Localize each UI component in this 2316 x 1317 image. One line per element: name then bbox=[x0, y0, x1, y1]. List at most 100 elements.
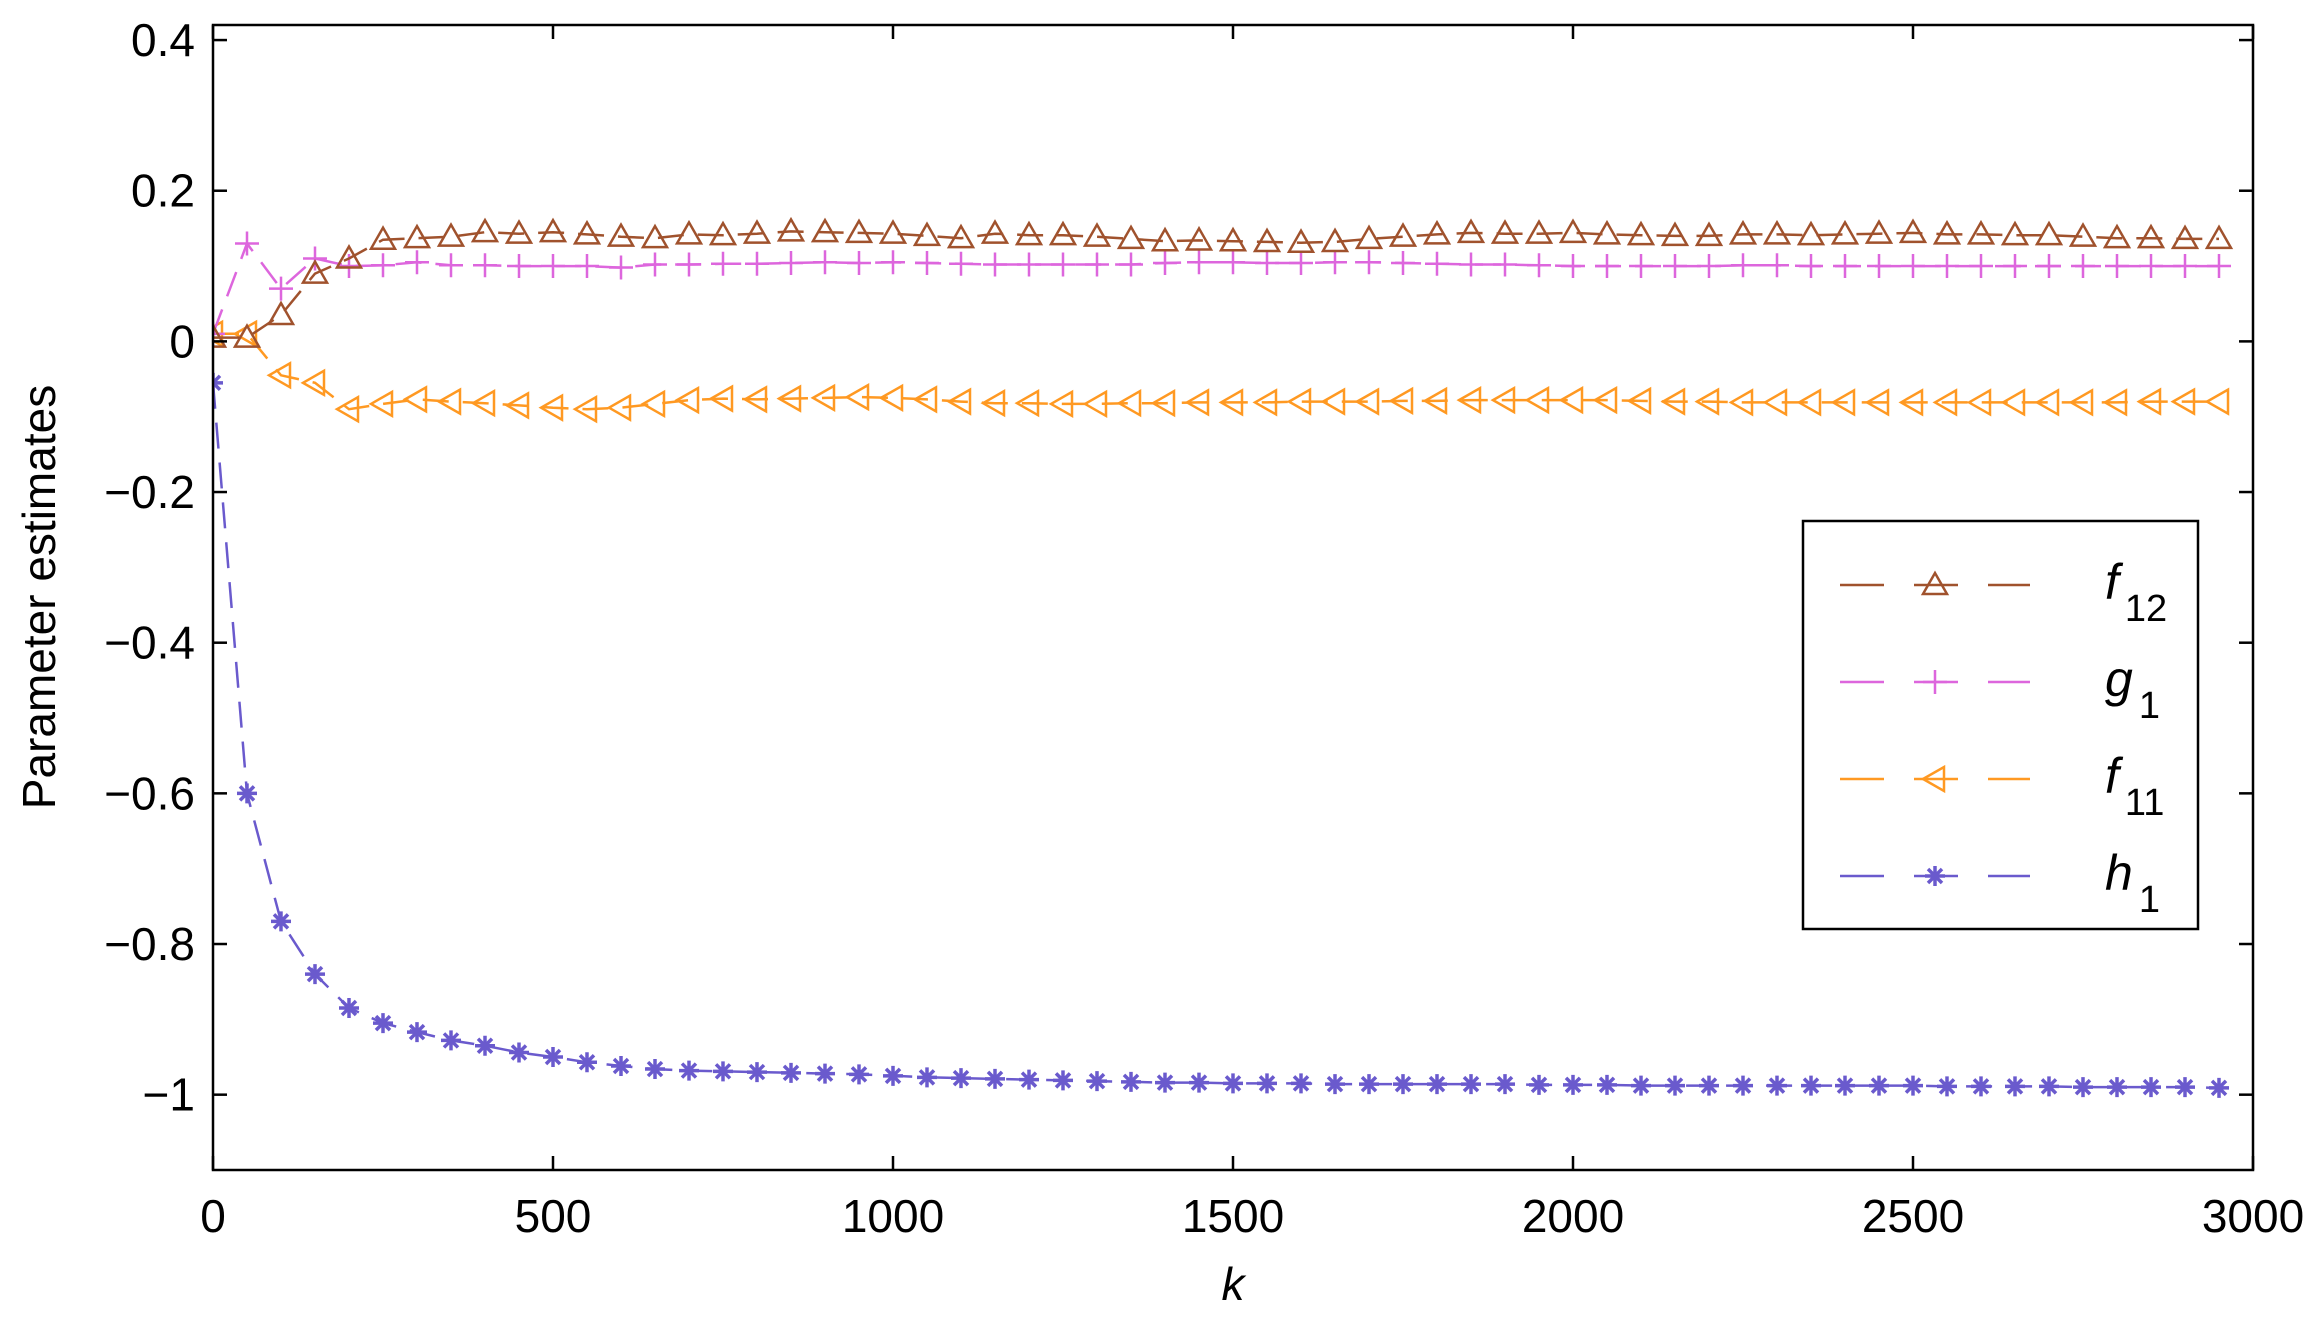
data-point-g1 bbox=[405, 250, 429, 275]
legend-box bbox=[1801, 519, 2200, 931]
data-point-f11 bbox=[1218, 388, 1244, 417]
data-point-f12 bbox=[2000, 220, 2030, 246]
series-f12 bbox=[213, 216, 2234, 348]
data-point-h1 bbox=[407, 1022, 427, 1043]
series-h1 bbox=[213, 372, 2229, 1098]
y-axis-label: Parameter estimates bbox=[13, 385, 65, 809]
data-point-f11 bbox=[2170, 387, 2196, 416]
data-point-f11 bbox=[810, 383, 836, 413]
x-tick-label: 500 bbox=[515, 1190, 592, 1242]
data-point-f12 bbox=[878, 219, 908, 244]
data-point-h1 bbox=[305, 964, 325, 985]
data-point-h1 bbox=[1903, 1075, 1923, 1096]
data-point-f12 bbox=[213, 323, 228, 348]
data-point-f12 bbox=[300, 259, 330, 284]
data-point-f11 bbox=[878, 383, 904, 413]
data-point-f12 bbox=[640, 223, 670, 249]
data-point-g1 bbox=[949, 251, 973, 276]
data-point-g1 bbox=[1119, 252, 1143, 277]
data-point-f11 bbox=[1558, 385, 1584, 415]
data-point-f12 bbox=[1320, 227, 1350, 253]
data-point-f11 bbox=[1728, 388, 1754, 417]
data-point-f11 bbox=[1456, 385, 1482, 415]
data-point-f11 bbox=[470, 388, 496, 418]
data-point-f11 bbox=[1490, 385, 1516, 415]
series-line-f11 bbox=[213, 332, 2219, 411]
data-point-f12 bbox=[1422, 219, 1452, 245]
data-point-f11 bbox=[1252, 388, 1278, 417]
data-point-h1 bbox=[1835, 1075, 1855, 1096]
y-tick-label: −0.8 bbox=[104, 918, 195, 970]
data-point-f12 bbox=[1592, 219, 1622, 245]
data-point-g1 bbox=[213, 321, 225, 346]
data-point-f12 bbox=[1932, 219, 1962, 245]
data-point-h1 bbox=[1223, 1073, 1243, 1094]
data-point-h1 bbox=[1631, 1075, 1651, 1096]
legend-marker bbox=[1925, 866, 1945, 886]
data-point-f12 bbox=[742, 219, 772, 244]
data-point-g1 bbox=[269, 276, 293, 301]
data-point-f11 bbox=[1388, 386, 1414, 416]
data-point-f11 bbox=[2034, 388, 2060, 417]
data-point-f12 bbox=[1660, 221, 1690, 247]
legend-entry-f11: f 11 bbox=[1840, 748, 2164, 824]
data-point-f11 bbox=[1626, 386, 1652, 416]
data-point-h1 bbox=[611, 1056, 631, 1077]
data-point-f12 bbox=[1456, 218, 1486, 244]
data-point-h1 bbox=[1291, 1073, 1311, 1094]
data-point-f12 bbox=[2170, 224, 2200, 250]
data-point-g1 bbox=[779, 251, 803, 276]
data-point-h1 bbox=[747, 1062, 767, 1083]
data-point-h1 bbox=[475, 1035, 495, 1056]
data-point-f11 bbox=[1762, 388, 1788, 417]
data-point-f12 bbox=[1762, 219, 1792, 245]
data-point-g1 bbox=[1187, 250, 1211, 275]
data-point-h1 bbox=[1971, 1076, 1991, 1097]
plot-frame bbox=[211, 23, 2255, 1172]
data-point-f12 bbox=[1796, 220, 1826, 246]
data-point-f11 bbox=[1592, 385, 1618, 415]
data-point-g1 bbox=[1425, 251, 1449, 276]
data-point-h1 bbox=[1087, 1071, 1107, 1092]
data-point-h1 bbox=[1053, 1070, 1073, 1091]
series-g1 bbox=[213, 231, 2231, 346]
data-point-f11 bbox=[1116, 388, 1142, 418]
data-point-h1 bbox=[1121, 1071, 1141, 1092]
data-point-f12 bbox=[946, 223, 976, 249]
data-point-f11 bbox=[2204, 387, 2230, 416]
data-point-f12 bbox=[1048, 220, 1078, 246]
data-point-f11 bbox=[334, 395, 360, 424]
data-point-g1 bbox=[813, 250, 837, 275]
data-point-f12 bbox=[1082, 222, 1112, 247]
data-point-f11 bbox=[402, 385, 428, 414]
y-tick-label: 0.2 bbox=[131, 165, 195, 217]
data-point-g1 bbox=[1391, 251, 1415, 276]
data-point-f12 bbox=[2068, 222, 2098, 247]
data-point-g1 bbox=[1697, 254, 1721, 279]
data-point-f11 bbox=[1898, 388, 1924, 417]
data-point-h1 bbox=[917, 1067, 937, 1088]
data-point-f11 bbox=[708, 384, 734, 413]
x-tick-label: 1500 bbox=[1182, 1190, 1284, 1242]
data-point-f11 bbox=[1082, 389, 1108, 419]
data-point-g1 bbox=[1289, 251, 1313, 276]
data-point-g1 bbox=[541, 254, 565, 279]
data-point-g1 bbox=[1833, 254, 1857, 279]
data-point-f11 bbox=[1830, 388, 1856, 417]
data-point-f12 bbox=[1150, 226, 1180, 252]
data-point-f11 bbox=[1966, 388, 1992, 417]
data-point-h1 bbox=[1393, 1074, 1413, 1095]
data-point-f11 bbox=[912, 385, 938, 414]
data-point-h1 bbox=[1461, 1074, 1481, 1095]
data-point-h1 bbox=[509, 1042, 529, 1063]
data-point-g1 bbox=[677, 252, 701, 277]
data-point-g1 bbox=[1051, 252, 1075, 277]
data-point-f11 bbox=[1150, 388, 1176, 418]
y-tick-label: 0.4 bbox=[131, 14, 195, 66]
data-point-h1 bbox=[237, 783, 257, 804]
data-point-g1 bbox=[915, 251, 939, 276]
data-point-g1 bbox=[2173, 254, 2197, 279]
data-point-h1 bbox=[2141, 1077, 2161, 1098]
data-point-g1 bbox=[1867, 254, 1891, 279]
